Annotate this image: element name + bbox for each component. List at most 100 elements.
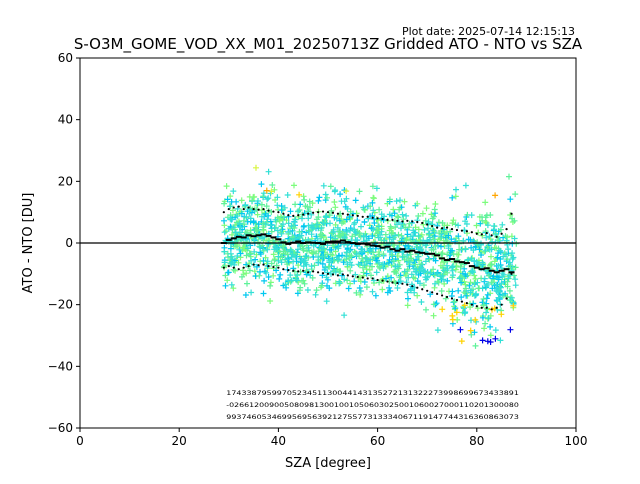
percentile-marker (381, 279, 384, 282)
percentile-marker (316, 211, 320, 214)
percentile-marker (282, 212, 285, 215)
percentile-marker (321, 272, 325, 275)
percentile-marker (282, 268, 285, 271)
plot-date: Plot date: 2025-07-14 12:15:13 (402, 25, 575, 38)
percentile-marker (371, 277, 374, 280)
percentile-marker (326, 211, 330, 214)
x-tick-label: 60 (370, 434, 385, 448)
x-tick-label: 0 (76, 434, 84, 448)
percentile-marker (376, 217, 379, 220)
percentile-marker (455, 298, 459, 302)
percentile-marker (411, 285, 414, 288)
percentile-marker (227, 265, 230, 268)
x-tick-label: 100 (565, 434, 588, 448)
percentile-marker (445, 226, 449, 229)
y-tick-label: 40 (58, 113, 73, 127)
chart-title: S-O3M_GOME_VOD_XX_M01_20250713Z Gridded … (74, 35, 583, 54)
percentile-marker (510, 212, 513, 215)
percentile-marker (227, 207, 230, 211)
percentile-marker (391, 281, 394, 284)
percentile-marker (440, 294, 444, 297)
percentile-marker (247, 206, 250, 209)
x-tick-label: 20 (172, 434, 187, 448)
scatter-marker-group (263, 187, 499, 199)
percentile-marker (346, 274, 349, 277)
percentile-marker (436, 292, 439, 295)
count-annotation-row: 1743387959970523451130044143135272131322… (226, 390, 519, 397)
percentile-marker (262, 263, 265, 266)
percentile-marker (495, 306, 498, 309)
percentile-marker (386, 218, 389, 221)
percentile-marker (361, 215, 364, 218)
percentile-marker (381, 217, 384, 221)
percentile-marker (302, 213, 305, 216)
percentile-marker (356, 214, 359, 217)
percentile-marker (341, 273, 344, 276)
y-tick-label: −20 (48, 298, 73, 312)
percentile-marker (297, 214, 300, 217)
percentile-marker (331, 211, 335, 214)
percentile-marker (366, 277, 369, 280)
percentile-marker (326, 272, 330, 275)
percentile-marker (262, 207, 265, 211)
x-axis-label: SZA [degree] (285, 456, 371, 471)
percentile-marker (292, 269, 295, 272)
percentile-marker (495, 235, 498, 238)
percentile-marker (391, 218, 394, 221)
y-axis: −60 −40 −20 0 20 40 60 (48, 51, 80, 435)
percentile-marker (396, 281, 399, 285)
percentile-marker (356, 275, 359, 279)
percentile-marker (237, 205, 240, 208)
scatter-marker-group (221, 168, 519, 344)
percentile-marker (421, 288, 424, 291)
percentile-marker (287, 214, 290, 217)
y-axis-label: ATO - NTO [DU] (21, 193, 36, 294)
percentile-marker (371, 216, 374, 219)
stat-lines (220, 205, 515, 311)
percentile-marker (257, 264, 260, 267)
percentile-marker (346, 213, 349, 216)
percentile-marker (431, 291, 434, 294)
y-tick-label: 0 (65, 236, 73, 250)
percentile-marker (307, 271, 310, 274)
percentile-marker (465, 302, 468, 305)
percentile-marker (237, 268, 240, 271)
percentile-marker (232, 266, 235, 269)
percentile-marker (460, 229, 464, 232)
percentile-marker (277, 211, 280, 214)
percentile-marker (287, 269, 290, 272)
percentile-marker (321, 210, 325, 213)
percentile-marker (267, 209, 270, 212)
percentile-marker (386, 280, 389, 283)
percentile-marker (351, 275, 354, 278)
percentile-marker (470, 231, 473, 234)
percentile-marker (277, 266, 280, 269)
percentile-marker (480, 233, 483, 236)
percentile-marker (505, 297, 508, 300)
percentile-marker (490, 308, 493, 311)
percentile-marker (341, 212, 344, 215)
percentile-marker (272, 210, 275, 213)
percentile-marker (440, 227, 444, 230)
percentile-marker (475, 232, 478, 235)
percentile-marker (421, 221, 424, 225)
percentile-marker (485, 232, 488, 235)
percentile-marker (475, 305, 478, 308)
percentile-marker (307, 212, 310, 215)
percentile-marker (445, 295, 449, 299)
x-tick-label: 80 (469, 434, 484, 448)
percentile-marker (485, 306, 488, 309)
scatter-marker-group (457, 326, 514, 345)
y-tick-label: 20 (58, 174, 73, 188)
percentile-marker (480, 306, 483, 309)
percentile-marker (401, 282, 404, 285)
percentile-marker (312, 270, 315, 273)
percentile-marker (297, 270, 300, 273)
count-annotation-row: 9937460534699569563921275577313334067119… (226, 414, 519, 421)
y-tick-label: −60 (48, 421, 73, 435)
percentile-marker (232, 206, 235, 209)
percentile-marker (247, 265, 250, 268)
count-annotation-row: -026612009005080981300100105060302500106… (226, 402, 519, 409)
percentile-marker (401, 220, 404, 223)
